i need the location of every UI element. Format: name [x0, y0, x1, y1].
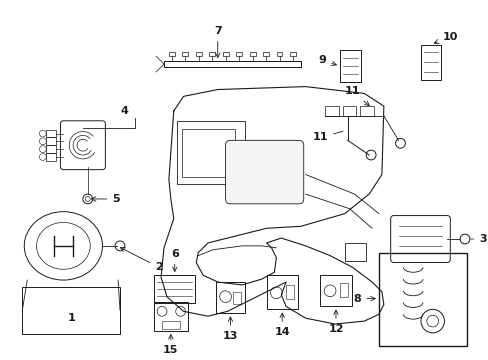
- Bar: [360, 106, 373, 116]
- Text: 11: 11: [312, 131, 343, 143]
- Bar: [46, 153, 56, 161]
- Bar: [344, 243, 366, 261]
- Bar: [162, 321, 179, 329]
- Bar: [325, 106, 338, 116]
- Text: 15: 15: [163, 334, 178, 355]
- Bar: [378, 253, 466, 346]
- Bar: [215, 282, 244, 313]
- Bar: [181, 129, 235, 177]
- Text: 9: 9: [318, 55, 336, 66]
- Bar: [420, 45, 440, 80]
- Bar: [22, 287, 120, 334]
- Text: 7: 7: [213, 26, 221, 58]
- Bar: [285, 285, 293, 299]
- Text: 14: 14: [274, 313, 289, 337]
- Text: 1: 1: [67, 313, 75, 323]
- Text: 11: 11: [344, 86, 368, 106]
- Text: 4: 4: [121, 106, 129, 116]
- Text: 8: 8: [353, 294, 374, 303]
- Bar: [46, 130, 56, 138]
- Bar: [209, 53, 215, 56]
- Bar: [320, 275, 351, 306]
- Bar: [154, 275, 195, 302]
- Bar: [46, 138, 56, 145]
- Bar: [249, 53, 255, 56]
- Bar: [195, 53, 201, 56]
- Bar: [289, 53, 295, 56]
- Bar: [263, 53, 268, 56]
- Bar: [46, 145, 56, 153]
- Text: 10: 10: [433, 32, 457, 44]
- FancyBboxPatch shape: [225, 140, 303, 204]
- Bar: [154, 302, 188, 331]
- Bar: [276, 53, 282, 56]
- Text: 13: 13: [223, 317, 238, 341]
- Text: 6: 6: [170, 249, 178, 271]
- Text: 3: 3: [469, 234, 486, 244]
- Bar: [168, 53, 174, 56]
- Bar: [236, 53, 242, 56]
- Bar: [266, 275, 297, 309]
- Text: 2: 2: [120, 248, 163, 273]
- Bar: [176, 121, 244, 184]
- Bar: [222, 53, 228, 56]
- Text: 12: 12: [327, 310, 343, 334]
- Bar: [233, 292, 241, 303]
- Bar: [342, 106, 356, 116]
- Text: 5: 5: [91, 194, 120, 204]
- Bar: [339, 50, 361, 82]
- Bar: [182, 53, 188, 56]
- Bar: [339, 283, 347, 297]
